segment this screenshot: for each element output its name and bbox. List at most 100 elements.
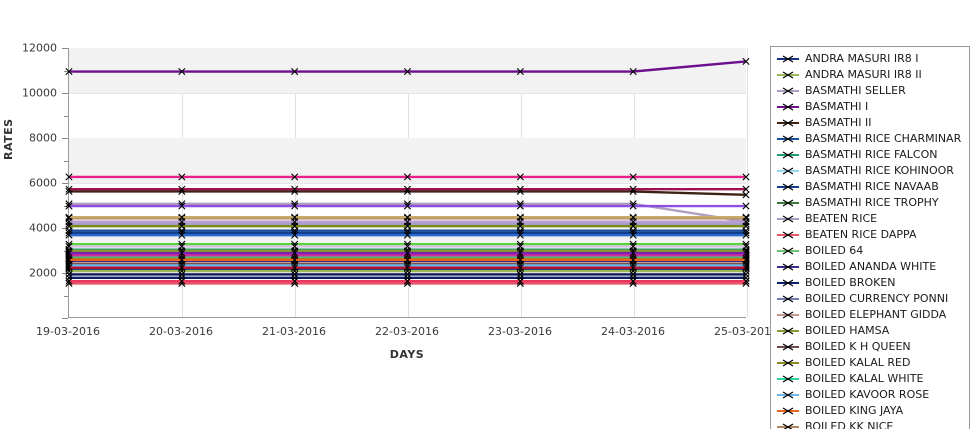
legend-item[interactable]: BASMATHI RICE CHARMINAR	[771, 131, 969, 147]
x-marker-icon	[782, 359, 794, 367]
series-marker	[291, 185, 299, 193]
legend-item-label: BASMATHI RICE FALCON	[805, 148, 938, 161]
x-marker-icon	[782, 151, 794, 159]
series-marker	[291, 222, 299, 230]
plot-area	[65, 48, 750, 318]
series-marker	[516, 67, 524, 76]
legend-item[interactable]: BASMATHI RICE KOHINOOR	[771, 163, 969, 179]
series-group	[65, 185, 750, 193]
series-marker	[178, 173, 186, 181]
legend-item[interactable]: BEATEN RICE DAPPA	[771, 227, 969, 243]
legend-color-swatch	[777, 181, 799, 193]
x-axis-tick-label: 21-03-2016	[262, 325, 326, 338]
series-marker	[403, 242, 412, 250]
series-marker	[516, 242, 524, 250]
x-marker-icon	[782, 423, 794, 429]
series-marker	[65, 270, 73, 278]
x-axis-tick-label: 25-03-2016	[714, 325, 778, 338]
series-group	[65, 202, 750, 210]
legend-item[interactable]: BOILED ELEPHANT GIDDA	[771, 307, 969, 323]
legend-color-swatch	[777, 357, 799, 369]
x-marker-icon	[782, 87, 794, 95]
series-marker	[65, 222, 73, 230]
series-marker	[742, 231, 750, 239]
series-marker	[629, 222, 637, 230]
series-marker	[178, 222, 186, 230]
legend-item[interactable]: BASMATHI SELLER	[771, 83, 969, 99]
legend-item[interactable]: BASMATHI RICE NAVAAB	[771, 179, 969, 195]
legend-item[interactable]: ANDRA MASURI IR8 II	[771, 67, 969, 83]
legend-item[interactable]: BEATEN RICE	[771, 211, 969, 227]
legend-item-label: BOILED KAVOOR ROSE	[805, 388, 930, 401]
legend-item-label: BOILED K H QUEEN	[805, 340, 911, 353]
x-marker-icon	[782, 311, 794, 319]
legend-item[interactable]: BASMATHI RICE FALCON	[771, 147, 969, 163]
legend-item[interactable]: BOILED KALAL RED	[771, 355, 969, 371]
series-marker	[178, 270, 186, 278]
x-marker-icon	[782, 295, 794, 303]
x-marker-icon	[782, 167, 794, 175]
legend-item-label: BASMATHI RICE KOHINOOR	[805, 164, 954, 177]
y-axis-minor-tick	[64, 295, 68, 297]
x-marker-icon	[782, 343, 794, 351]
vertical-gridline	[747, 48, 748, 317]
legend-item-label: BOILED ANANDA WHITE	[805, 260, 937, 273]
y-axis-minor-tick	[64, 70, 68, 72]
series-marker	[629, 231, 637, 239]
series-marker	[403, 231, 412, 239]
x-axis-tick-label: 24-03-2016	[601, 325, 665, 338]
series-marker	[742, 249, 750, 257]
legend-item[interactable]: BASMATHI I	[771, 99, 969, 115]
legend-item[interactable]: BOILED KING JAYA	[771, 403, 969, 419]
legend-item-label: BASMATHI II	[805, 116, 872, 129]
x-marker-icon	[782, 391, 794, 399]
series-marker	[629, 173, 637, 181]
legend-item[interactable]: BOILED KAVOOR ROSE	[771, 387, 969, 403]
series-marker	[65, 202, 73, 210]
series-marker	[65, 231, 73, 239]
series-marker	[629, 67, 637, 76]
legend-item[interactable]: BOILED BROKEN	[771, 275, 969, 291]
legend-item[interactable]: BOILED HAMSA	[771, 323, 969, 339]
legend-list: ANDRA MASURI IR8 I ANDRA MASURI IR8 II BAS…	[771, 51, 969, 429]
legend-panel[interactable]: ANDRA MASURI IR8 I ANDRA MASURI IR8 II BAS…	[770, 46, 970, 429]
x-marker-icon	[782, 215, 794, 223]
legend-item[interactable]: BOILED K H QUEEN	[771, 339, 969, 355]
x-marker-icon	[782, 119, 794, 127]
legend-item[interactable]: BOILED 64	[771, 243, 969, 259]
series-marker	[178, 264, 186, 272]
legend-color-swatch	[777, 293, 799, 305]
legend-item[interactable]: BOILED CURRENCY PONNI	[771, 291, 969, 307]
series-marker	[403, 173, 412, 181]
legend-item[interactable]: BOILED KK NICE	[771, 419, 969, 429]
series-marker	[742, 242, 750, 250]
legend-color-swatch	[777, 117, 799, 129]
series-marker	[742, 274, 750, 282]
series-marker	[516, 185, 524, 193]
series-marker	[629, 185, 637, 193]
horizontal-gridline	[69, 93, 746, 94]
legend-item-label: BOILED KK NICE	[805, 420, 894, 429]
legend-item[interactable]: BASMATHI II	[771, 115, 969, 131]
y-axis-tick-label: 4000	[29, 221, 57, 235]
legend-item[interactable]: BOILED KALAL WHITE	[771, 371, 969, 387]
legend-item[interactable]: BASMATHI RICE TROPHY	[771, 195, 969, 211]
legend-color-swatch	[777, 261, 799, 273]
legend-item-label: ANDRA MASURI IR8 II	[805, 68, 922, 81]
legend-item[interactable]: ANDRA MASURI IR8 I	[771, 51, 969, 67]
series-lines	[65, 57, 750, 287]
y-axis-tick	[62, 93, 68, 94]
series-group	[65, 264, 750, 272]
series-marker	[65, 67, 73, 76]
legend-color-swatch	[777, 197, 799, 209]
series-marker	[178, 242, 186, 250]
legend-item[interactable]: BOILED ANANDA WHITE	[771, 259, 969, 275]
series-marker	[403, 67, 412, 76]
series-marker	[516, 274, 524, 282]
series-line	[69, 60, 747, 73]
y-axis-tick-label: 2000	[29, 266, 57, 280]
x-axis-tick-label: 23-03-2016	[488, 325, 552, 338]
series-marker	[291, 231, 299, 239]
series-marker	[629, 242, 637, 250]
legend-color-swatch	[777, 405, 799, 417]
